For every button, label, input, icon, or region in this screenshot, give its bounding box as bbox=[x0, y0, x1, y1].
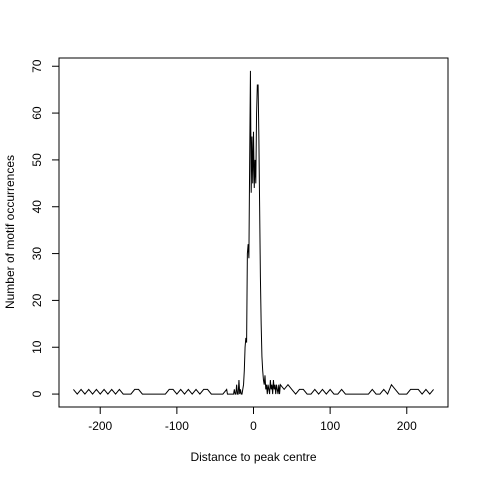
y-tick-label: 60 bbox=[30, 106, 44, 120]
y-tick-label: 50 bbox=[30, 153, 44, 167]
y-tick-label: 0 bbox=[30, 390, 44, 397]
y-tick-label: 10 bbox=[30, 340, 44, 354]
x-tick-label: 0 bbox=[250, 419, 257, 433]
x-tick-label: 100 bbox=[320, 419, 340, 433]
y-tick-label: 20 bbox=[30, 293, 44, 307]
x-tick-label: 200 bbox=[397, 419, 417, 433]
y-tick-label: 30 bbox=[30, 247, 44, 261]
x-tick-label: -200 bbox=[88, 419, 112, 433]
x-axis-label: Distance to peak centre bbox=[190, 450, 316, 464]
data-line bbox=[73, 70, 434, 396]
x-tick-label: -100 bbox=[165, 419, 189, 433]
plot-box bbox=[58, 57, 449, 408]
y-tick-label: 70 bbox=[30, 59, 44, 73]
y-tick-label: 40 bbox=[30, 200, 44, 214]
y-axis-label: Number of motif occurrences bbox=[3, 155, 17, 309]
